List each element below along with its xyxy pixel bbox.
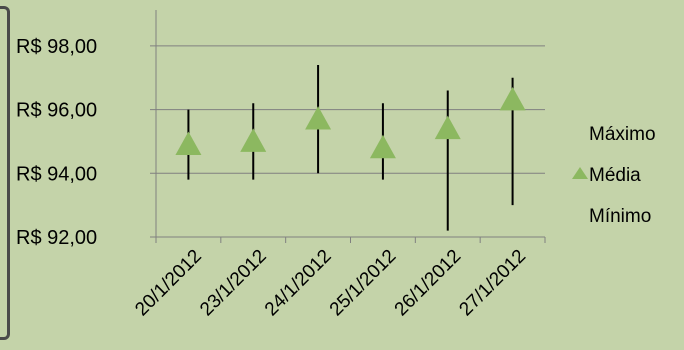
average-marker xyxy=(499,87,526,111)
average-marker xyxy=(369,134,396,159)
average-marker xyxy=(240,128,267,152)
x-tick-label: 26/1/2012 xyxy=(391,246,466,321)
x-tick-label: 25/1/2012 xyxy=(326,246,401,321)
average-marker xyxy=(175,131,202,156)
y-tick-label: R$ 94,00 xyxy=(16,163,97,185)
left-bracket-decoration xyxy=(0,6,10,340)
x-tick-label: 23/1/2012 xyxy=(196,246,271,321)
average-marker xyxy=(434,115,461,140)
legend-label: Máximo xyxy=(589,124,656,145)
x-tick-label: 20/1/2012 xyxy=(131,246,206,321)
x-tick-label: 24/1/2012 xyxy=(261,246,336,321)
y-tick-label: R$ 92,00 xyxy=(16,227,97,249)
y-tick-label: R$ 96,00 xyxy=(16,100,97,122)
x-tick-label: 27/1/2012 xyxy=(455,246,530,321)
legend-marker-average xyxy=(572,167,588,179)
average-marker xyxy=(305,106,332,130)
legend-label: Mínimo xyxy=(589,206,651,227)
y-tick-label: R$ 98,00 xyxy=(16,36,97,58)
legend-label: Média xyxy=(589,165,641,186)
